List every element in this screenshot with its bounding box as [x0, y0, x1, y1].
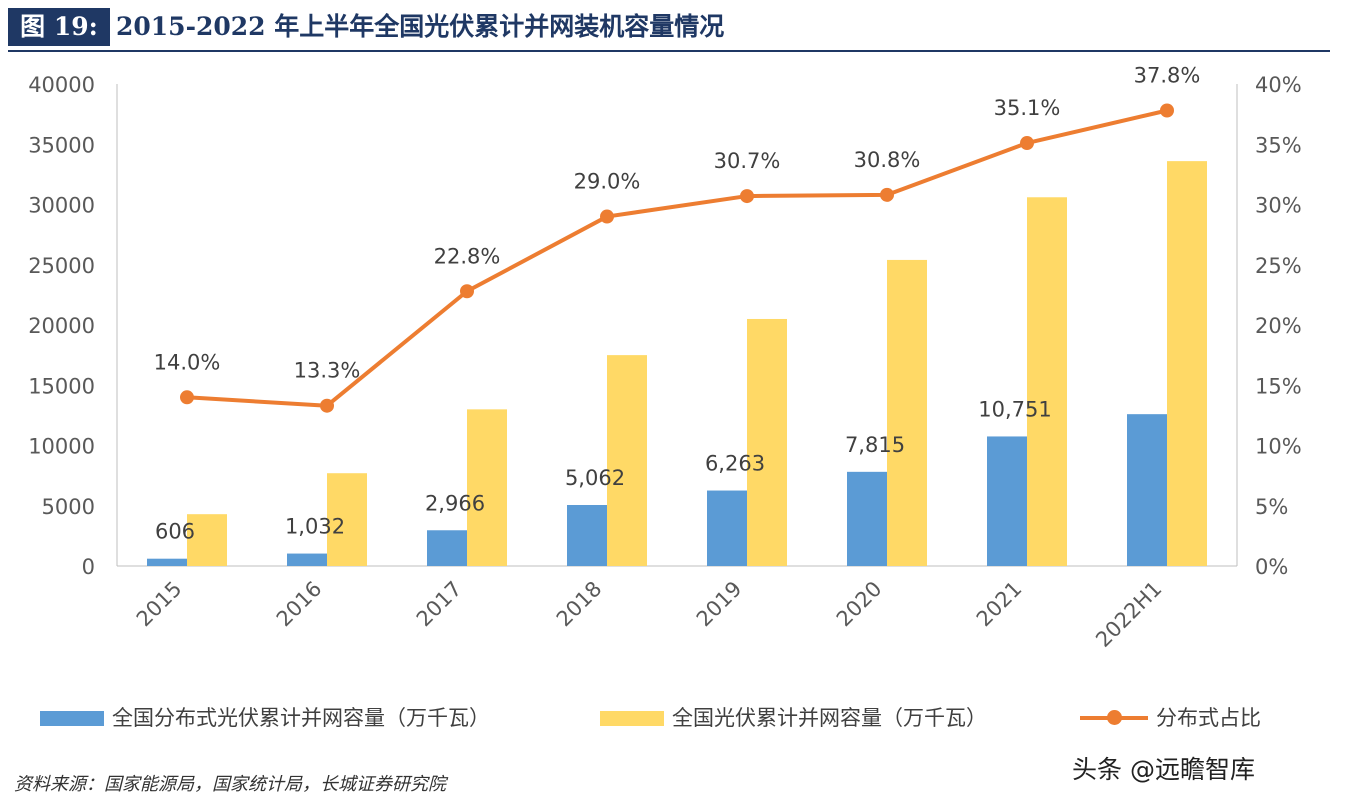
bar-distributed [707, 490, 747, 566]
figure-header: 图 19: 2015-2022 年上半年全国光伏累计并网装机容量情况 [0, 0, 1346, 52]
share-point [180, 390, 194, 405]
bar-data-label: 606 [155, 520, 195, 544]
bar-distributed [847, 471, 887, 566]
y-right-tick-label: 40% [1255, 73, 1302, 97]
y-left-tick-label: 0 [82, 555, 95, 579]
y-left-tick-label: 40000 [28, 73, 95, 97]
header-rule [8, 50, 1330, 52]
bar-total [887, 259, 927, 566]
source-note: 资料来源：国家能源局，国家统计局，长城证券研究院 [14, 774, 446, 795]
bar-total [187, 514, 227, 566]
x-tick-label: 2016 [272, 577, 327, 632]
share-point [740, 189, 754, 204]
share-data-label: 13.3% [294, 359, 361, 383]
share-point [1020, 136, 1034, 151]
share-point [460, 284, 474, 299]
bar-data-label: 1,032 [285, 515, 345, 539]
share-data-label: 35.1% [994, 96, 1061, 120]
share-data-label: 30.7% [714, 149, 781, 173]
y-left-tick-label: 20000 [28, 314, 95, 338]
y-right-tick-label: 35% [1255, 133, 1302, 157]
share-data-label: 22.8% [434, 244, 501, 268]
legend-label: 全国分布式光伏累计并网容量（万千瓦） [112, 706, 490, 730]
bar-distributed [1127, 414, 1167, 566]
legend-label: 分布式占比 [1156, 706, 1261, 730]
y-left-tick-label: 25000 [28, 254, 95, 278]
x-tick-label: 2020 [832, 577, 887, 632]
bar-total [747, 318, 787, 566]
watermark: 头条 @远瞻智库 [1072, 755, 1255, 784]
bar-total [1167, 161, 1207, 566]
bar-data-label: 5,062 [565, 466, 625, 490]
share-data-label: 30.8% [854, 148, 921, 172]
bar-total [607, 355, 647, 566]
y-left-tick-label: 15000 [28, 374, 95, 398]
y-left-tick-label: 10000 [28, 435, 95, 459]
share-point [1160, 103, 1174, 118]
legend-label: 全国光伏累计并网容量（万千瓦） [672, 706, 987, 730]
bar-distributed [287, 553, 327, 566]
bar-total [1027, 197, 1067, 566]
y-right-tick-label: 20% [1255, 314, 1302, 338]
y-right-tick-label: 0% [1255, 555, 1288, 579]
y-right-tick-label: 10% [1255, 435, 1302, 459]
bar-distributed [427, 530, 467, 566]
y-left-tick-label: 35000 [28, 133, 95, 157]
share-data-label: 14.0% [154, 350, 221, 374]
y-left-tick-label: 5000 [42, 495, 95, 519]
legend: 全国分布式光伏累计并网容量（万千瓦） 全国光伏累计并网容量（万千瓦） 分布式占比 [40, 700, 1330, 736]
legend-marker [1107, 710, 1122, 725]
chart-title: 2015-2022 年上半年全国光伏累计并网装机容量情况 [116, 12, 725, 41]
share-point [320, 398, 334, 413]
bar-distributed [147, 558, 187, 566]
x-tick-label: 2022H1 [1091, 577, 1166, 652]
combo-chart: 0 5000 10000 15000 20000 25000 30000 35000 40000… [28, 64, 1302, 652]
bar-data-label: 2,966 [425, 491, 485, 515]
share-data-label: 37.8% [1134, 64, 1201, 88]
bar-distributed [567, 505, 607, 566]
x-tick-label: 2015 [132, 577, 187, 632]
y-right-tick-label: 15% [1255, 374, 1302, 398]
share-data-label: 29.0% [574, 170, 641, 194]
bar-distributed [987, 436, 1027, 566]
y-left-tick-label: 30000 [28, 194, 95, 218]
bar-data-label: 7,815 [845, 433, 905, 457]
bar-total [467, 409, 507, 566]
y-right-tick-label: 30% [1255, 194, 1302, 218]
share-line [186, 108, 1168, 408]
legend-swatch-blue [40, 711, 104, 726]
x-tick-label: 2019 [692, 577, 747, 632]
bar-data-label: 10,751 [978, 397, 1051, 421]
x-tick-label: 2021 [972, 577, 1027, 632]
share-point [880, 187, 894, 202]
x-tick-label: 2017 [412, 577, 467, 632]
share-point [600, 209, 614, 224]
bar-total [327, 473, 367, 566]
legend-swatch-yellow [600, 711, 664, 726]
y-right-tick-label: 25% [1255, 254, 1302, 278]
figure-label: 图 19: [8, 8, 110, 46]
x-tick-label: 2018 [552, 577, 607, 632]
bar-data-label: 6,263 [705, 452, 765, 476]
y-right-tick-label: 5% [1255, 495, 1288, 519]
